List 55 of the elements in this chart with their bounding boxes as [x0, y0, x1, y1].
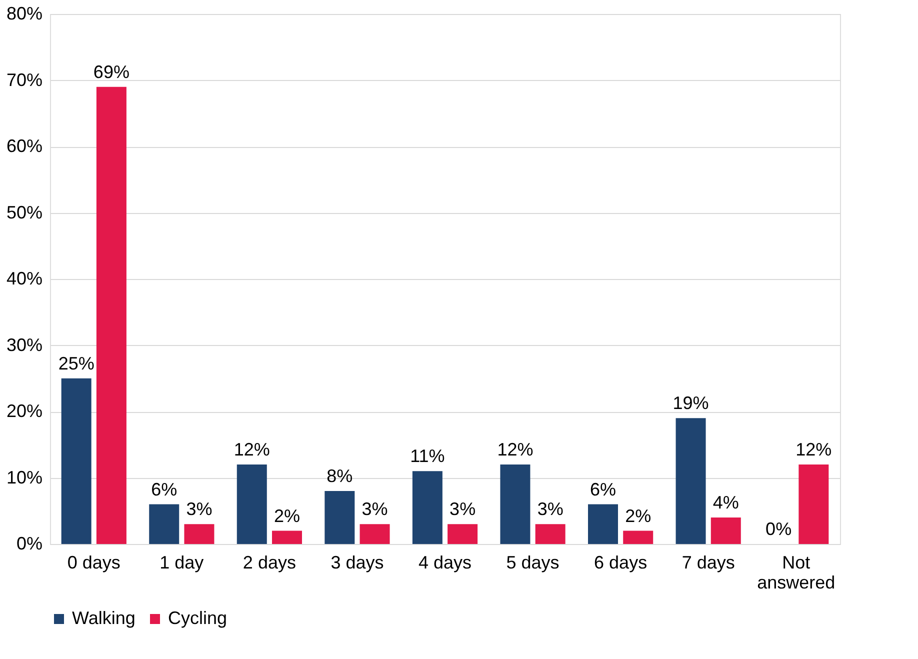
text: 12%	[497, 440, 534, 460]
bar	[360, 524, 390, 544]
text: 2%	[625, 506, 652, 526]
bar	[412, 471, 442, 544]
bar	[184, 524, 214, 544]
x-tick-label: 6 days	[594, 552, 648, 572]
legend-label: Cycling	[168, 608, 228, 628]
text: 3%	[450, 499, 476, 520]
text: 2%	[274, 506, 300, 526]
y-tick-label: 60%	[6, 136, 42, 156]
bar	[623, 530, 654, 544]
legend-label: Walking	[72, 608, 136, 628]
bar	[710, 518, 741, 544]
text: 19%	[672, 393, 709, 414]
x-tick-label: 5 days	[506, 552, 560, 572]
bar	[676, 418, 706, 544]
bar	[61, 378, 92, 544]
x-tick-label: Not answered	[757, 552, 836, 592]
bar	[500, 464, 530, 544]
x-tick-label: 3 days	[330, 552, 384, 572]
y-tick-label: 70%	[6, 70, 42, 90]
y-tick-label: 0%	[16, 534, 42, 554]
bar	[535, 524, 566, 544]
text: 12%	[796, 440, 832, 460]
text: 4%	[712, 492, 739, 512]
y-tick-label: 40%	[6, 268, 42, 288]
bar	[324, 491, 355, 544]
bar	[149, 504, 180, 544]
text: 11%	[410, 446, 445, 466]
x-tick-label: 4 days	[418, 552, 472, 572]
x-tick-label: 7 days	[682, 552, 735, 572]
bar	[448, 524, 478, 544]
text: 3%	[186, 499, 212, 520]
y-tick-label: 80%	[6, 4, 42, 24]
bar	[236, 464, 267, 544]
text: 8%	[326, 466, 353, 486]
x-tick-label: 1 day	[160, 552, 204, 572]
text: 25%	[58, 353, 94, 374]
bar	[588, 504, 618, 544]
y-tick-label: 20%	[6, 401, 42, 421]
bar	[96, 86, 126, 544]
text: 3%	[537, 499, 564, 520]
x-tick-label: 0 days	[67, 552, 120, 572]
text: 69%	[93, 62, 130, 82]
text: 6%	[590, 479, 616, 500]
y-tick-label: 10%	[6, 467, 42, 488]
y-tick-label: 30%	[6, 334, 42, 355]
bar	[272, 530, 302, 544]
text: 12%	[234, 440, 270, 460]
text: 0%	[766, 519, 792, 539]
text: 3%	[362, 499, 388, 520]
y-tick-label: 50%	[6, 202, 42, 222]
text: 6%	[151, 479, 178, 500]
x-tick-label: 2 days	[242, 552, 296, 572]
bar	[798, 464, 829, 544]
